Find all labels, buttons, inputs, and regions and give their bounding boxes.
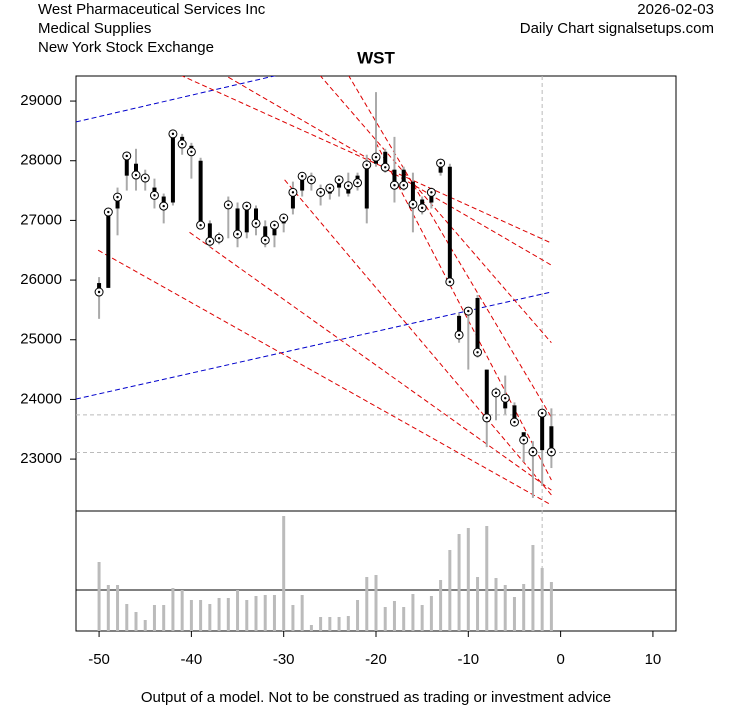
close-dot: [328, 186, 332, 190]
close-dot: [540, 411, 544, 415]
close-dot: [550, 450, 553, 454]
x-tick-label: 0: [556, 651, 564, 668]
trend-line: [375, 142, 552, 481]
close-dot: [365, 163, 368, 167]
close-dot: [448, 280, 452, 284]
x-tick-label: -10: [457, 651, 479, 668]
close-dot: [208, 240, 212, 243]
close-dot: [264, 238, 267, 242]
trend-line: [76, 291, 552, 400]
close-dot: [282, 216, 285, 220]
close-dot: [319, 191, 322, 194]
footer-note: Output of a model. Not to be construed a…: [141, 689, 611, 706]
y-tick-label: 25000: [20, 331, 62, 348]
x-tick-label: -30: [273, 651, 295, 668]
close-dot: [236, 232, 239, 236]
close-dot: [494, 391, 498, 395]
close-dot: [420, 206, 424, 210]
close-dot: [227, 203, 230, 207]
close-dot: [402, 183, 405, 187]
close-dot: [337, 178, 341, 182]
close-dot: [485, 416, 488, 420]
close-dot: [180, 142, 184, 146]
y-tick-label: 24000: [20, 390, 62, 407]
close-dot: [310, 178, 313, 182]
close-dot: [153, 194, 156, 197]
close-dot: [522, 438, 525, 442]
close-dot: [393, 183, 396, 187]
close-dot: [457, 333, 461, 337]
close-dot: [273, 223, 276, 227]
close-dot: [144, 176, 147, 180]
close-dot: [171, 132, 175, 136]
close-dot: [531, 450, 535, 454]
close-dot: [190, 150, 193, 153]
trend-line: [348, 76, 552, 418]
close-dot: [504, 397, 507, 400]
close-dot: [467, 309, 470, 313]
header-left: West Pharmaceutical Services Inc: [38, 1, 266, 18]
header-right: Daily Chart signalsetups.com: [520, 20, 714, 37]
close-dot: [411, 203, 415, 206]
y-tick-label: 26000: [20, 271, 62, 288]
y-tick-label: 23000: [20, 450, 62, 467]
trend-line: [189, 231, 552, 491]
x-tick-label: -20: [365, 651, 387, 668]
close-dot: [356, 181, 359, 185]
close-dot: [347, 184, 350, 187]
header-right: 2026-02-03: [637, 1, 714, 18]
close-dot: [384, 166, 387, 169]
close-dot: [254, 222, 258, 225]
close-dot: [199, 223, 202, 227]
close-dot: [300, 175, 304, 178]
close-dot: [513, 420, 516, 424]
close-dot: [107, 210, 110, 214]
close-dot: [430, 191, 433, 194]
trend-line: [97, 249, 552, 506]
close-dot: [439, 161, 442, 165]
close-dot: [291, 191, 295, 194]
trend-line: [76, 76, 277, 123]
trend-line: [319, 76, 552, 344]
header-left: New York Stock Exchange: [38, 39, 214, 56]
close-dot: [245, 204, 248, 208]
y-tick-label: 28000: [20, 152, 62, 169]
trend-line: [228, 76, 552, 266]
chart-title: WST: [357, 48, 395, 67]
x-tick-label: -50: [88, 651, 110, 668]
header-left: Medical Supplies: [38, 20, 151, 37]
close-dot: [374, 155, 378, 159]
close-dot: [125, 154, 128, 158]
x-tick-label: -40: [181, 651, 203, 668]
trend-line: [284, 179, 552, 496]
y-tick-label: 29000: [20, 92, 62, 109]
close-dot: [217, 237, 221, 240]
close-dot: [134, 173, 138, 177]
close-dot: [162, 204, 165, 208]
y-tick-label: 27000: [20, 211, 62, 228]
close-dot: [97, 290, 101, 294]
close-dot: [476, 351, 479, 354]
close-dot: [116, 195, 119, 199]
x-tick-label: 10: [645, 651, 662, 668]
